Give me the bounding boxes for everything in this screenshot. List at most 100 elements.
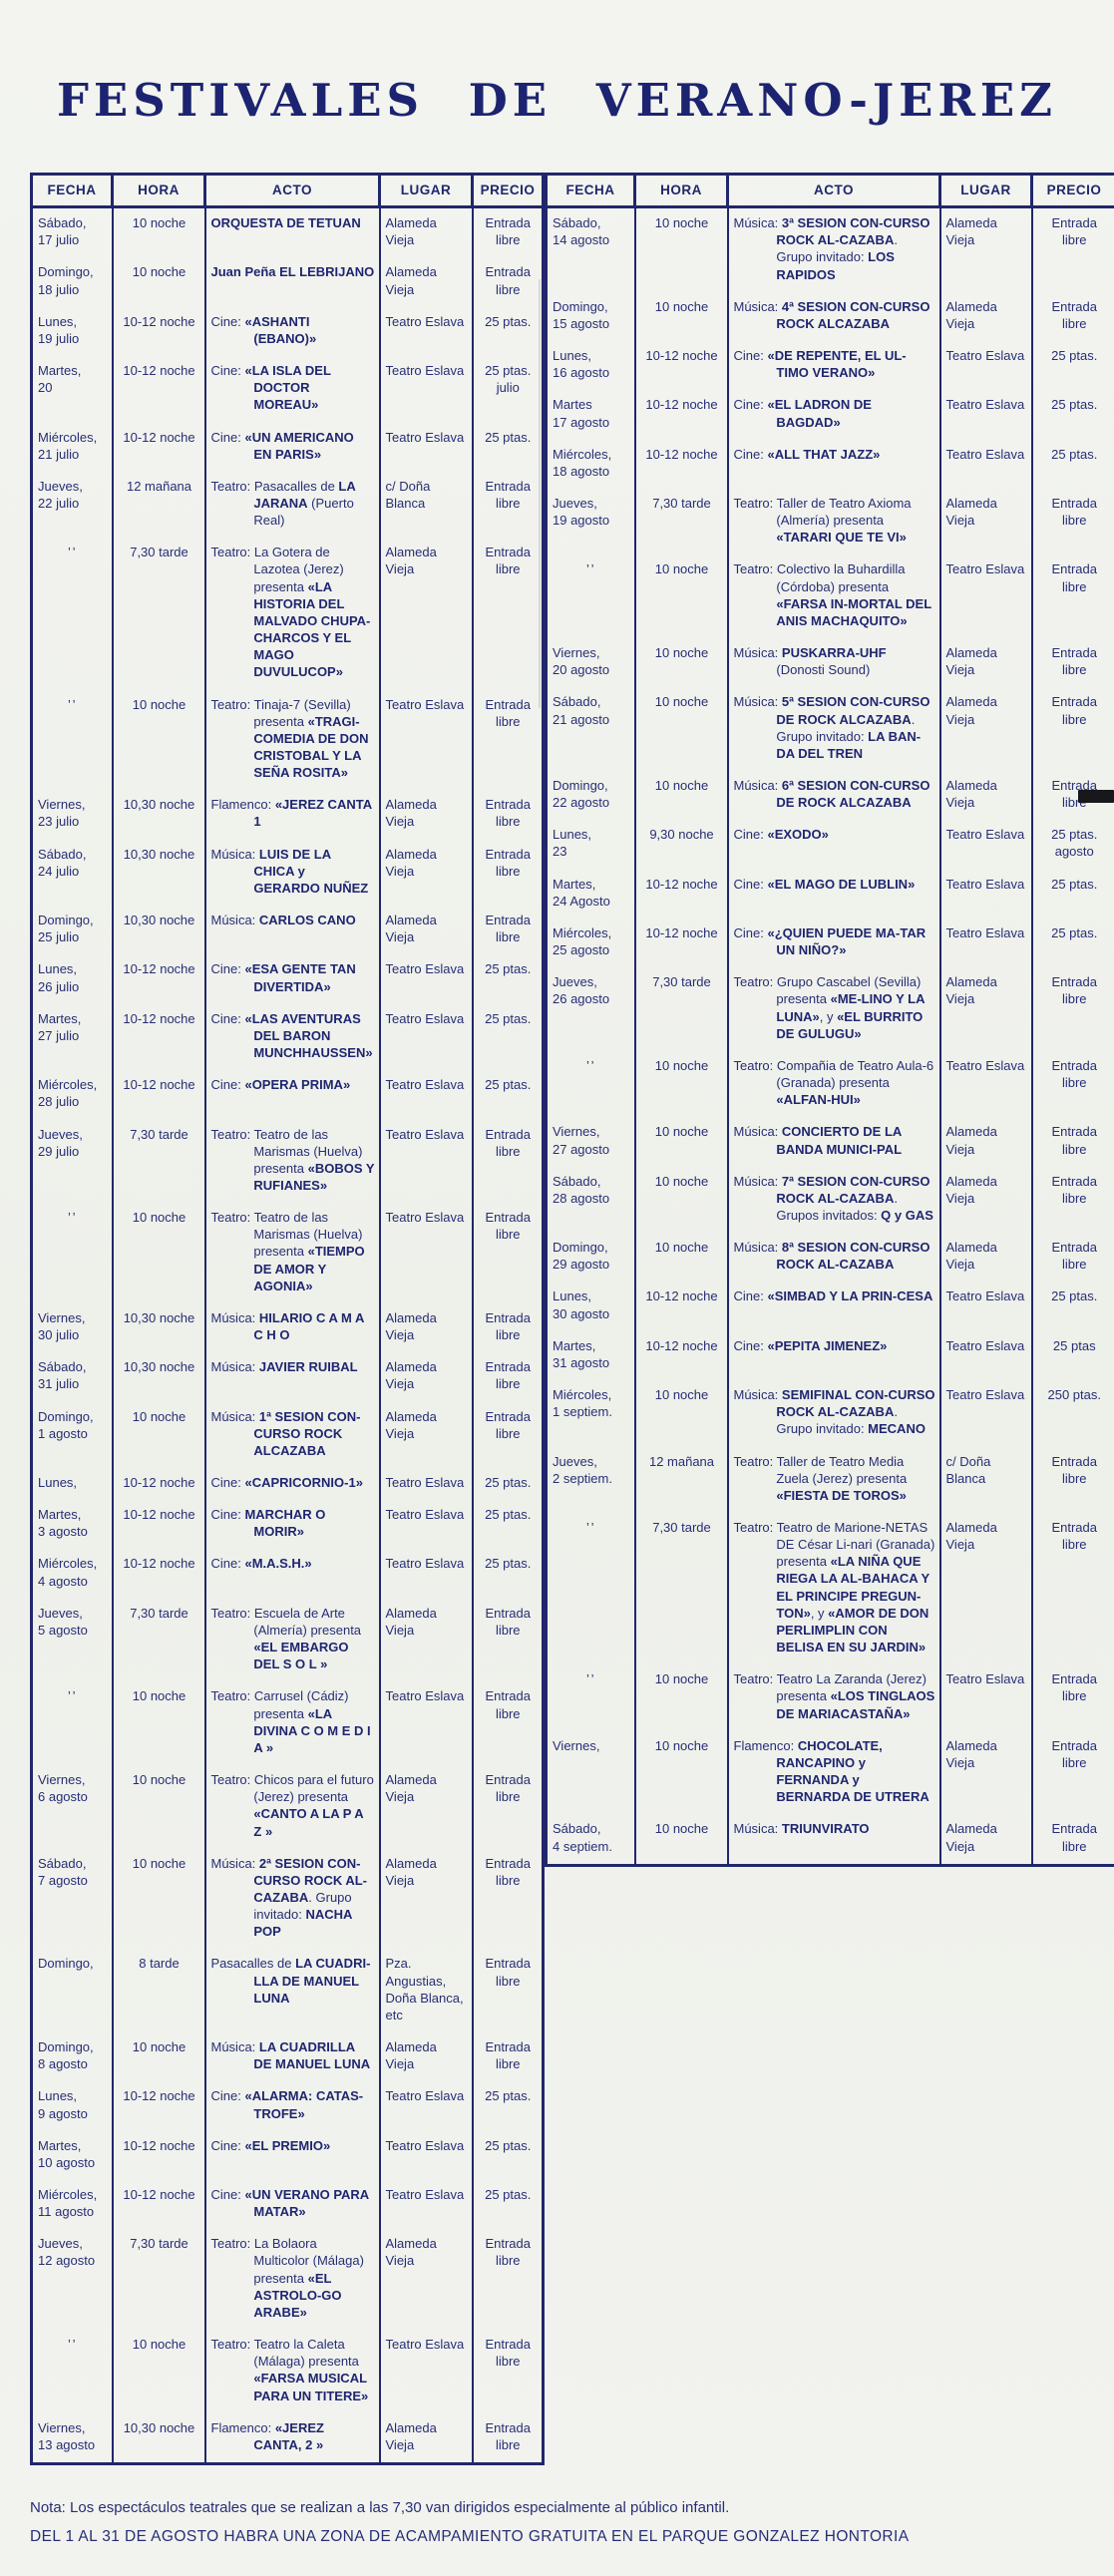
cell-precio: Entrada libre: [1032, 687, 1114, 771]
cell-lugar: Teatro Eslava: [380, 1070, 473, 1119]
cell-acto: Teatro: Escuela de Arte (Almería) presen…: [205, 1599, 380, 1682]
cell-acto: Teatro: Teatro de Marione-NETAS DE César…: [728, 1513, 940, 1664]
cell-hora: 10 noche: [113, 2330, 205, 2413]
cell-hora: 10-12 noche: [113, 2131, 205, 2180]
cell-fecha: Lunes, 16 agosto: [547, 341, 635, 390]
cell-lugar: Alameda Vieja: [380, 2229, 473, 2330]
cell-precio: 25 ptas.: [473, 1500, 544, 1549]
cell-fecha: Jueves, 22 julio: [32, 472, 113, 538]
cell-fecha: Miércoles, 11 agosto: [32, 2180, 113, 2229]
cell-hora: 10-12 noche: [113, 954, 205, 1003]
cell-fecha: Martes, 20: [32, 356, 113, 422]
cell-hora: 10 noche: [113, 1849, 205, 1950]
cell-acto: Teatro: Teatro La Zaranda (Jerez) presen…: [728, 1664, 940, 1730]
cell-acto: Música: 4ª SESION CON-CURSO ROCK ALCAZAB…: [728, 292, 940, 341]
cell-hora: 10 noche: [635, 1117, 728, 1166]
cell-acto: Teatro: Teatro de las Marismas (Huelva) …: [205, 1120, 380, 1204]
cell-acto: Música: CARLOS CANO: [205, 906, 380, 954]
cell-precio: Entrada libre: [473, 257, 544, 306]
cell-acto: Música: LA CUADRILLA DE MANUEL LUNA: [205, 2032, 380, 2081]
cell-precio: Entrada libre: [473, 1120, 544, 1204]
cell-lugar: Teatro Eslava: [380, 423, 473, 472]
cell-fecha: Martes, 3 agosto: [32, 1500, 113, 1549]
cell-precio: 25 ptas.: [1032, 919, 1114, 967]
cell-fecha: Jueves, 29 julio: [32, 1120, 113, 1204]
cell-lugar: Teatro Eslava: [940, 554, 1032, 638]
cell-hora: 7,30 tarde: [635, 967, 728, 1051]
cell-acto: Teatro: Carrusel (Cádiz) presenta «LA DI…: [205, 1681, 380, 1765]
cell-precio: Entrada libre: [1032, 1447, 1114, 1513]
cell-hora: 10 noche: [635, 292, 728, 341]
cell-lugar: c/ Doña Blanca: [940, 1447, 1032, 1513]
cell-lugar: Teatro Eslava: [940, 341, 1032, 390]
cell-acto: Teatro: La Bolaora Multicolor (Málaga) p…: [205, 2229, 380, 2330]
cell-lugar: Alameda Vieja: [380, 207, 473, 258]
cell-acto: Teatro: Taller de Teatro Media Zuela (Je…: [728, 1447, 940, 1513]
cell-lugar: Alameda Vieja: [380, 257, 473, 306]
cell-acto: Cine: «CAPRICORNIO-1»: [205, 1468, 380, 1500]
cell-hora: 10,30 noche: [113, 1303, 205, 1352]
cell-hora: 10-12 noche: [635, 1331, 728, 1380]
cell-hora: 10-12 noche: [113, 1468, 205, 1500]
cell-fecha: Viernes, 6 agosto: [32, 1765, 113, 1849]
cell-fecha: Domingo, 29 agosto: [547, 1233, 635, 1282]
cell-fecha: Domingo, 25 julio: [32, 906, 113, 954]
cell-lugar: Teatro Eslava: [380, 1004, 473, 1070]
cell-lugar: Alameda Vieja: [940, 1731, 1032, 1815]
cell-acto: Cine: «ASHANTI (EBANO)»: [205, 307, 380, 356]
cell-precio: Entrada libre: [473, 790, 544, 839]
cell-precio: Entrada libre: [473, 1849, 544, 1950]
cell-hora: 10 noche: [635, 1051, 728, 1117]
cell-fecha: Miércoles, 4 agosto: [32, 1549, 113, 1598]
cell-fecha: ’’: [32, 2330, 113, 2413]
cell-acto: Teatro: Colectivo la Buhardilla (Córdoba…: [728, 554, 940, 638]
cell-fecha: ’’: [32, 538, 113, 689]
cell-fecha: Viernes, 23 julio: [32, 790, 113, 839]
cell-fecha: Jueves, 2 septiem.: [547, 1447, 635, 1513]
cell-precio: 25 ptas.: [473, 2081, 544, 2130]
cell-hora: 7,30 tarde: [635, 489, 728, 554]
cell-precio: Entrada libre: [1032, 638, 1114, 687]
cell-precio: Entrada libre: [473, 472, 544, 538]
cell-lugar: Alameda Vieja: [940, 967, 1032, 1051]
cell-fecha: ’’: [547, 1513, 635, 1664]
cell-acto: Cine: «LA ISLA DEL DOCTOR MOREAU»: [205, 356, 380, 422]
cell-lugar: Alameda Vieja: [940, 771, 1032, 820]
cell-precio: Entrada libre: [1032, 1731, 1114, 1815]
cell-lugar: Alameda Vieja: [940, 489, 1032, 554]
cell-acto: Cine: «SIMBAD Y LA PRIN-CESA: [728, 1282, 940, 1330]
cell-hora: 10-12 noche: [635, 390, 728, 439]
cell-lugar: Teatro Eslava: [380, 2330, 473, 2413]
cell-acto: Pasacalles de LA CUADRI-LLA DE MANUEL LU…: [205, 1949, 380, 2032]
cell-hora: 10-12 noche: [113, 356, 205, 422]
cell-lugar: Teatro Eslava: [380, 307, 473, 356]
cell-precio: Entrada libre: [473, 2032, 544, 2081]
cell-acto: Cine: «¿QUIEN PUEDE MA-TAR UN NIÑO?»: [728, 919, 940, 967]
cell-fecha: Sábado, 28 agosto: [547, 1167, 635, 1233]
cell-hora: 10-12 noche: [113, 1500, 205, 1549]
cell-lugar: Alameda Vieja: [380, 1402, 473, 1468]
cell-lugar: Alameda Vieja: [940, 1167, 1032, 1233]
cell-precio: 25 ptas.: [473, 307, 544, 356]
cell-fecha: Miércoles, 18 agosto: [547, 440, 635, 489]
cell-fecha: ’’: [547, 1051, 635, 1117]
cell-acto: Juan Peña EL LEBRIJANO: [205, 257, 380, 306]
cell-precio: Entrada libre: [473, 538, 544, 689]
cell-hora: 10 noche: [113, 2032, 205, 2081]
cell-lugar: Alameda Vieja: [380, 1849, 473, 1950]
cell-acto: ORQUESTA DE TETUAN: [205, 207, 380, 258]
scan-artifact: [1078, 790, 1114, 803]
note-infantil: Nota: Los espectáculos teatrales que se …: [30, 2499, 1084, 2516]
cell-acto: Música: JAVIER RUIBAL: [205, 1352, 380, 1401]
